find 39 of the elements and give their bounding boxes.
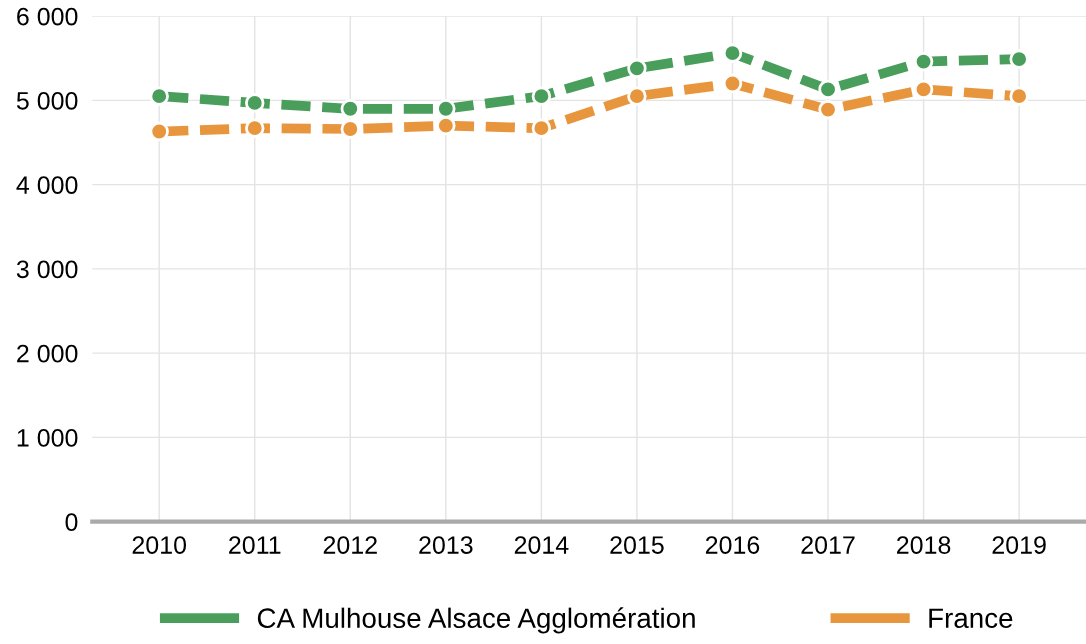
point [627,86,647,106]
x-tick-label: 2017 [801,536,855,554]
y-tick-label: 6 000 [17,7,78,26]
point [340,119,361,139]
x-tick-label: 2018 [897,536,951,554]
legend-label: CA Mulhouse Alsace Agglomération [257,607,695,634]
point [245,93,265,113]
x-tick-label: 2016 [705,536,760,554]
point [913,51,934,72]
point [245,118,265,138]
point [340,99,361,119]
x-tick-label: 2014 [514,536,569,554]
y-tick-label: 2 000 [17,344,78,363]
point [149,86,169,106]
x-tick-label: 2019 [992,536,1046,554]
x-tick-label: 2012 [323,536,377,554]
legend-label: France [929,608,1013,629]
x-tick-label: 2010 [132,536,187,554]
point [1009,86,1029,106]
point [818,99,838,120]
point [1009,49,1029,69]
x-tick-label: 2015 [610,536,664,554]
point [149,121,169,142]
y-tick-label: 0 [65,513,78,531]
y-tick-label: 5 000 [16,91,78,110]
point [913,79,934,100]
point [531,86,552,106]
point [531,118,552,138]
point [722,73,743,94]
point [436,99,456,119]
point [722,43,743,63]
point [627,58,647,79]
y-tick-label: 4 000 [16,176,78,194]
x-tick-label: 2011 [229,536,281,554]
y-tick-label: 1 000 [17,428,78,447]
x-tick-label: 2013 [419,536,473,554]
point [436,115,456,136]
point [818,79,838,100]
y-tick-label: 3 000 [16,260,78,279]
